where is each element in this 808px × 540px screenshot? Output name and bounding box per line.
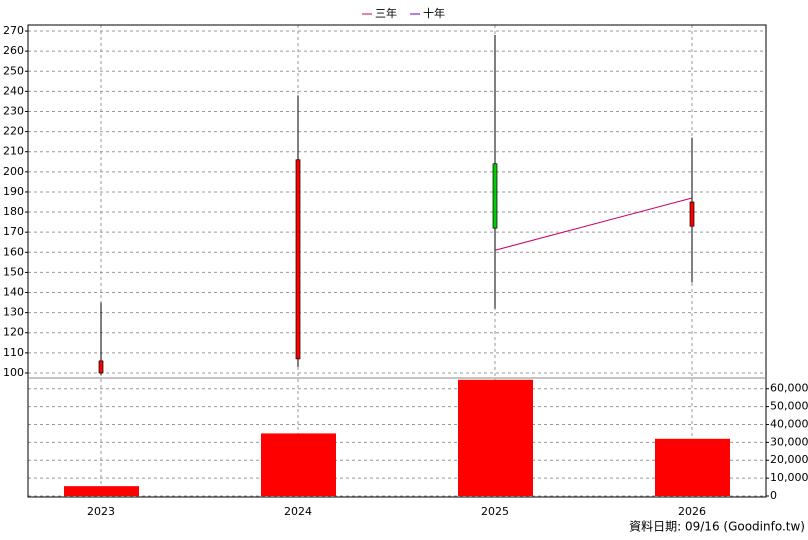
y-tick-label: 210 (3, 145, 24, 158)
y2-tick-label: 40,000 (770, 417, 808, 430)
candle-body (295, 159, 301, 360)
x-tick-label: 2025 (481, 505, 509, 518)
candle-body (689, 201, 695, 227)
x-tick-label: 2026 (678, 505, 706, 518)
x-tick-label: 2023 (87, 505, 115, 518)
y-tick-label: 270 (3, 24, 24, 37)
footer: 資料日期: 09/16 (Goodinfo.tw) (629, 520, 805, 534)
volume-bar (458, 379, 533, 496)
y-tick-label: 220 (3, 125, 24, 138)
x-tick-label: 2024 (284, 505, 312, 518)
y-tick-label: 180 (3, 205, 24, 218)
y-tick-label: 120 (3, 326, 24, 339)
y-tick-label: 230 (3, 104, 24, 117)
y-tick-label: 100 (3, 366, 24, 379)
y-tick-label: 140 (3, 286, 24, 299)
legend-label: 三年 (375, 6, 397, 20)
y-tick-label: 110 (3, 346, 24, 359)
y2-tick-label: 30,000 (770, 435, 808, 448)
volume-bar (64, 486, 139, 496)
volume-bar (655, 438, 730, 496)
y2-tick-label: 50,000 (770, 400, 808, 413)
y-tick-label: 130 (3, 306, 24, 319)
candle-body (492, 163, 498, 229)
y-tick-label: 260 (3, 44, 24, 57)
volume-bar (261, 433, 336, 496)
y2-tick-label: 60,000 (770, 382, 808, 395)
y-tick-label: 190 (3, 185, 24, 198)
y-tick-label: 170 (3, 225, 24, 238)
y-tick-label: 240 (3, 84, 24, 97)
line-series (494, 197, 693, 251)
legend-label: 十年 (423, 6, 445, 20)
y-tick-label: 200 (3, 165, 24, 178)
y-tick-label: 250 (3, 64, 24, 77)
y-tick-label: 160 (3, 245, 24, 258)
y-tick-label: 150 (3, 265, 24, 278)
y2-tick-label: 20,000 (770, 453, 808, 466)
y2-tick-label: 10,000 (770, 471, 808, 484)
candle-body (98, 360, 104, 374)
y2-tick-label: 0 (770, 489, 777, 502)
plot-border (27, 24, 767, 498)
